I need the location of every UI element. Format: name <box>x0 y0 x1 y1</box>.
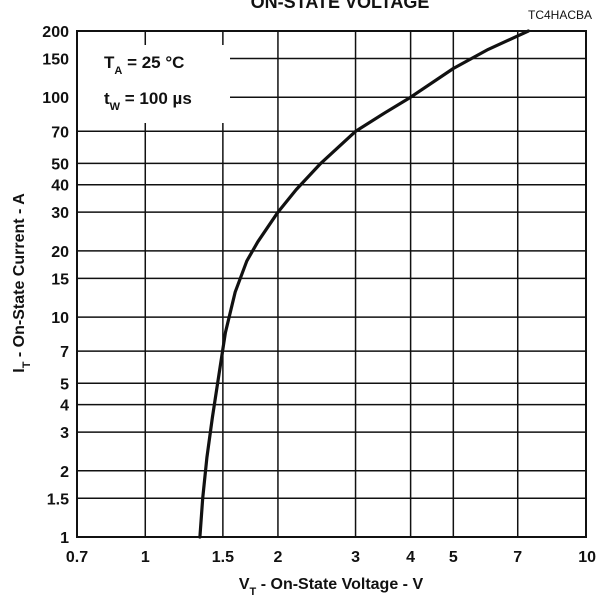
curve-data-point <box>295 188 297 191</box>
x-tick-labels: 0.7 1 1.5 2 3 4 5 7 10 <box>66 549 596 566</box>
x-tick-label: 2 <box>273 549 282 566</box>
on-state-curve <box>198 29 530 539</box>
y-tick-label: 50 <box>51 156 69 173</box>
curve-data-point <box>201 497 204 500</box>
y-tick-label: 100 <box>42 90 69 107</box>
chart-title: ON-STATE VOLTAGE <box>251 0 430 12</box>
y-tick-label: 70 <box>51 124 69 141</box>
curve-data-point <box>516 35 519 37</box>
x-tick-label: 10 <box>578 549 596 566</box>
curve-data-point <box>206 456 208 459</box>
curve-data-point <box>487 48 490 51</box>
curve-data-point <box>452 67 455 70</box>
y-tick-label: 30 <box>51 205 69 222</box>
curve-data-point <box>277 211 279 213</box>
curve-data-point <box>384 111 386 114</box>
y-tick-label: 2 <box>60 464 69 481</box>
annotation-pulse-width: tW = 100 µs <box>104 89 192 113</box>
plot-frame <box>76 30 587 538</box>
series-group <box>198 29 530 539</box>
curve-data-point <box>234 291 237 293</box>
curve-data-point <box>256 240 259 243</box>
curve-data-point <box>354 130 357 133</box>
x-tick-label: 1.5 <box>212 549 234 566</box>
grid-lines <box>76 30 587 538</box>
y-tick-label: 1 <box>60 530 69 547</box>
curve-data-point <box>319 162 322 165</box>
y-tick-label: 20 <box>51 244 69 261</box>
y-axis-title: IT - On-State Current - A <box>11 193 33 373</box>
curve-data-point <box>246 260 248 262</box>
y-tick-label: 40 <box>51 178 69 195</box>
x-tick-label: 3 <box>351 549 360 566</box>
x-tick-label: 4 <box>406 549 415 566</box>
y-tick-label: 7 <box>60 344 69 361</box>
curve-data-point <box>218 373 220 375</box>
x-tick-label: 7 <box>513 549 522 566</box>
y-tick-label: 4 <box>60 398 69 415</box>
x-tick-label: 5 <box>449 549 458 566</box>
y-tick-label: 3 <box>60 425 69 442</box>
curve-data-point <box>211 416 214 419</box>
y-tick-label: 15 <box>51 271 69 288</box>
curve-data-point <box>409 96 412 98</box>
annotation-box <box>76 45 230 123</box>
figure-code: TC4HACBA <box>528 8 592 22</box>
x-tick-label: 0.7 <box>66 549 88 566</box>
curve-data-point <box>224 331 227 334</box>
y-tick-label: 10 <box>51 310 69 327</box>
y-tick-labels: 1 1.5 2 3 4 5 7 10 15 20 30 40 50 70 100 150 200 <box>42 24 69 547</box>
x-axis-title: VT - On-State Voltage - V <box>239 576 424 598</box>
y-tick-label: 200 <box>42 24 69 41</box>
y-tick-label: 1.5 <box>47 491 69 508</box>
x-tick-label: 1 <box>141 549 150 566</box>
y-tick-label: 5 <box>60 376 69 393</box>
annotation-temperature: TA = 25 °C <box>104 53 184 77</box>
y-tick-label: 150 <box>42 51 69 68</box>
